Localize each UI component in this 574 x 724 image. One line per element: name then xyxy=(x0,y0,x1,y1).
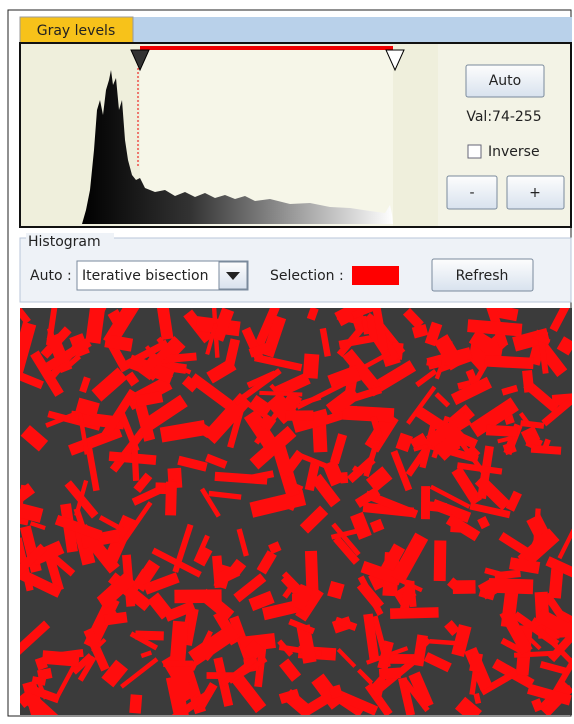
tab-title[interactable]: Gray levels xyxy=(37,23,116,39)
red-region xyxy=(129,694,142,713)
inverse-checkbox[interactable] xyxy=(468,145,481,158)
red-region xyxy=(286,410,314,420)
red-region xyxy=(342,405,394,422)
value-text: Val:74-255 xyxy=(466,109,541,125)
auto-button-label[interactable]: Auto xyxy=(489,73,522,89)
red-region xyxy=(390,607,439,619)
selection-color[interactable] xyxy=(352,266,399,285)
red-region xyxy=(421,486,430,519)
inverse-label[interactable]: Inverse xyxy=(488,144,540,160)
tab-strip xyxy=(133,17,572,43)
selection-label: Selection : xyxy=(270,268,344,284)
thresholded-image xyxy=(4,289,574,720)
red-region xyxy=(305,551,319,592)
minus-button-label[interactable]: - xyxy=(469,185,474,201)
red-region xyxy=(340,472,348,483)
window: Gray levels Auto Val:74-255 Inverse - + … xyxy=(0,0,574,720)
red-region xyxy=(379,667,401,679)
red-region xyxy=(165,482,177,516)
red-region xyxy=(434,540,447,581)
red-region xyxy=(163,661,193,667)
auto-label: Auto : xyxy=(30,268,72,284)
refresh-button-label[interactable]: Refresh xyxy=(456,268,509,284)
red-region xyxy=(486,425,518,437)
plus-button-label[interactable]: + xyxy=(529,185,541,201)
group-title: Histogram xyxy=(28,234,101,250)
red-region xyxy=(303,353,320,378)
red-region xyxy=(388,654,414,664)
method-value[interactable]: Iterative bisection xyxy=(82,268,209,284)
